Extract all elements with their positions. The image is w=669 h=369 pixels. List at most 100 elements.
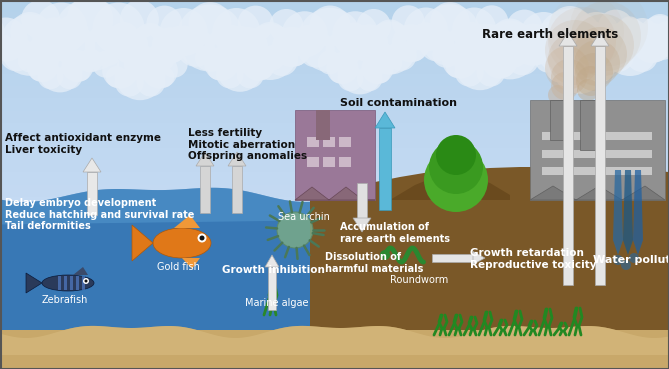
Bar — [0, 338, 669, 344]
Bar — [0, 37, 669, 43]
Circle shape — [338, 66, 363, 91]
Circle shape — [286, 28, 314, 56]
Circle shape — [92, 51, 119, 78]
Bar — [0, 141, 669, 148]
Polygon shape — [0, 326, 669, 369]
Polygon shape — [26, 273, 42, 293]
Circle shape — [153, 66, 174, 87]
Bar — [0, 166, 669, 172]
Text: Dissolution of
harmful materials: Dissolution of harmful materials — [325, 252, 423, 273]
Bar — [0, 246, 669, 252]
Circle shape — [612, 18, 648, 54]
Circle shape — [125, 25, 175, 75]
Circle shape — [67, 0, 114, 43]
Circle shape — [330, 64, 349, 83]
Circle shape — [204, 47, 238, 81]
Circle shape — [371, 64, 391, 83]
Circle shape — [657, 32, 669, 57]
Circle shape — [160, 8, 207, 56]
Polygon shape — [633, 170, 643, 255]
Text: Accumulation of
rare earth elements: Accumulation of rare earth elements — [340, 222, 450, 244]
Polygon shape — [295, 187, 375, 200]
Bar — [0, 330, 669, 369]
Circle shape — [350, 24, 388, 62]
Circle shape — [424, 148, 488, 212]
Circle shape — [102, 26, 129, 53]
Circle shape — [626, 18, 658, 50]
Circle shape — [340, 23, 368, 51]
Circle shape — [587, 30, 615, 59]
Circle shape — [21, 0, 60, 39]
Bar — [0, 320, 669, 326]
Bar — [268, 267, 276, 310]
Circle shape — [386, 40, 417, 71]
Circle shape — [216, 44, 264, 92]
Text: Roundworm: Roundworm — [390, 275, 448, 285]
Text: Sea urchin: Sea urchin — [278, 212, 330, 222]
Circle shape — [124, 48, 156, 80]
Circle shape — [430, 2, 470, 42]
Bar — [0, 191, 669, 197]
Polygon shape — [375, 112, 395, 128]
Text: Soil contamination: Soil contamination — [339, 98, 456, 108]
Bar — [432, 254, 473, 262]
Polygon shape — [613, 170, 623, 255]
Circle shape — [577, 21, 607, 51]
Circle shape — [26, 50, 58, 82]
Circle shape — [455, 58, 484, 87]
Circle shape — [147, 6, 183, 42]
Bar — [542, 167, 652, 175]
Circle shape — [551, 85, 571, 105]
Circle shape — [269, 9, 304, 44]
Circle shape — [217, 25, 247, 55]
Bar — [0, 62, 669, 68]
Circle shape — [537, 32, 575, 71]
Circle shape — [512, 24, 554, 66]
Circle shape — [237, 61, 264, 89]
Circle shape — [45, 46, 74, 75]
Circle shape — [260, 45, 285, 70]
Polygon shape — [182, 258, 200, 269]
Circle shape — [84, 279, 88, 283]
Bar — [0, 228, 669, 234]
Circle shape — [582, 49, 615, 83]
Circle shape — [332, 11, 378, 57]
Bar — [0, 86, 669, 92]
Circle shape — [638, 15, 669, 61]
Circle shape — [403, 38, 426, 61]
Polygon shape — [0, 187, 669, 224]
Text: Growth inhibition: Growth inhibition — [222, 265, 325, 275]
Circle shape — [0, 15, 5, 48]
Circle shape — [37, 48, 82, 92]
Circle shape — [470, 39, 495, 65]
Circle shape — [108, 22, 139, 53]
Circle shape — [621, 260, 631, 270]
Circle shape — [565, 32, 603, 71]
Circle shape — [446, 26, 481, 61]
Circle shape — [392, 24, 430, 62]
Circle shape — [545, 49, 578, 83]
Circle shape — [125, 43, 154, 72]
Circle shape — [638, 32, 663, 57]
Text: Growth retardation
Reproductive toxicity: Growth retardation Reproductive toxicity — [470, 248, 597, 270]
Circle shape — [551, 7, 619, 75]
Text: Less fertility
Mitotic aberration
Offspring anomalies: Less fertility Mitotic aberration Offspr… — [188, 128, 307, 161]
Bar — [0, 172, 669, 178]
Circle shape — [602, 20, 658, 76]
Circle shape — [534, 22, 566, 53]
Bar — [0, 135, 669, 141]
Bar — [0, 80, 669, 86]
Circle shape — [575, 53, 613, 91]
Circle shape — [0, 17, 28, 62]
Bar — [0, 363, 669, 369]
Polygon shape — [228, 152, 246, 166]
Bar — [0, 104, 669, 111]
Circle shape — [492, 56, 514, 77]
Circle shape — [653, 21, 669, 51]
Circle shape — [199, 235, 205, 241]
Circle shape — [56, 15, 88, 48]
Circle shape — [171, 26, 198, 53]
Circle shape — [535, 47, 561, 73]
Circle shape — [599, 47, 625, 73]
Circle shape — [32, 17, 76, 62]
